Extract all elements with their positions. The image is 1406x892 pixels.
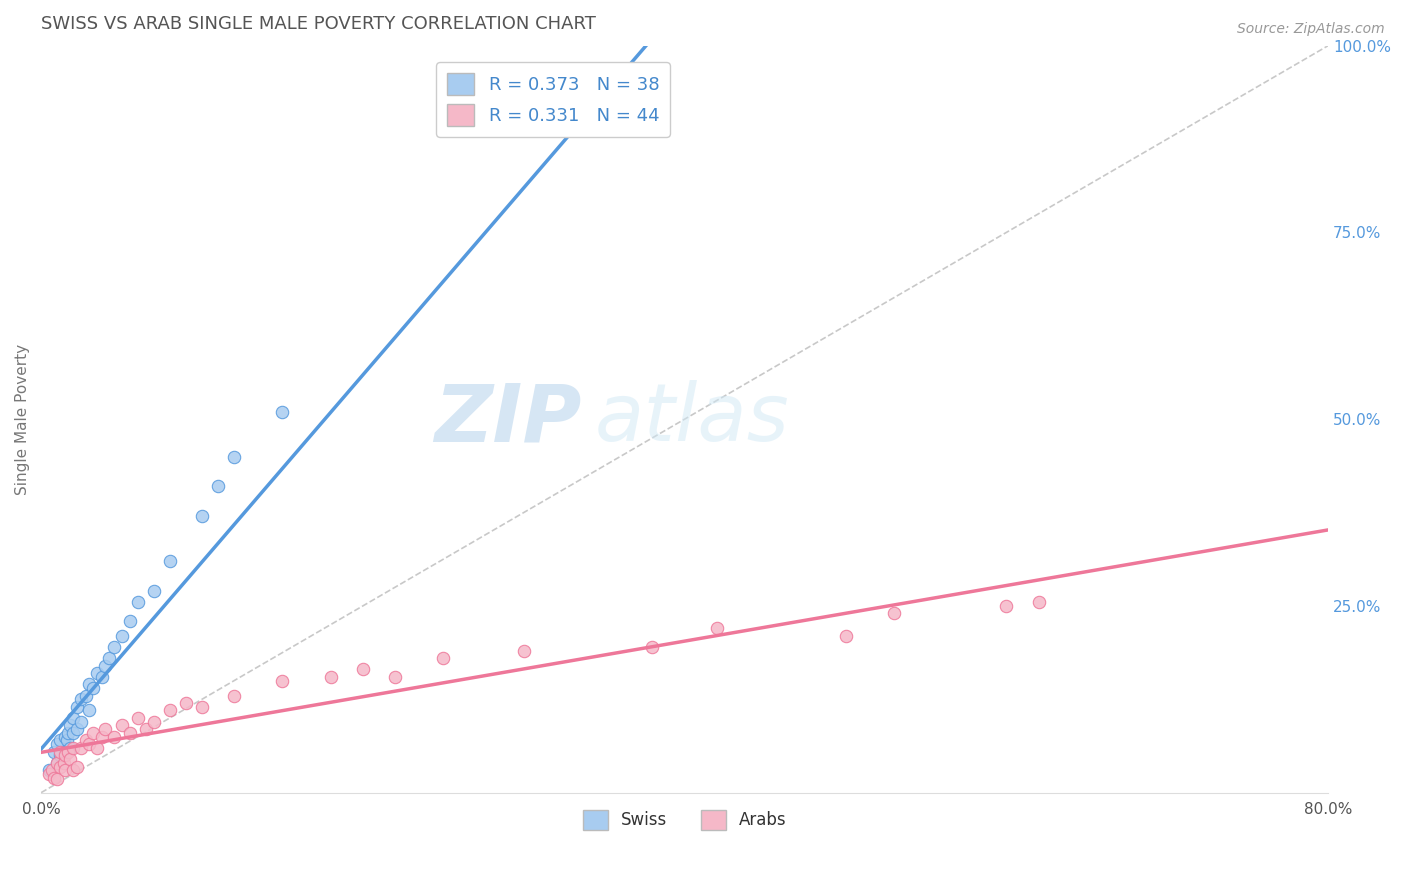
Point — [65, 759, 87, 773]
Point — [70, 714, 93, 729]
Point — [641, 640, 664, 654]
Point — [46, 756, 69, 770]
Point — [62, 764, 84, 778]
Point — [271, 405, 294, 419]
Point — [127, 595, 149, 609]
Text: atlas: atlas — [595, 380, 789, 458]
Point — [91, 730, 114, 744]
Point — [159, 704, 181, 718]
Point — [706, 621, 728, 635]
Point — [79, 677, 101, 691]
Point — [118, 726, 141, 740]
Point — [53, 764, 76, 778]
Point — [135, 722, 157, 736]
Point — [58, 726, 80, 740]
Point — [319, 670, 342, 684]
Point — [82, 726, 104, 740]
Point — [53, 745, 76, 759]
Point — [384, 670, 406, 684]
Point — [75, 733, 97, 747]
Point — [97, 651, 120, 665]
Point — [834, 629, 856, 643]
Point — [58, 745, 80, 759]
Point — [41, 764, 63, 778]
Point — [70, 692, 93, 706]
Point — [432, 651, 454, 665]
Text: ZIP: ZIP — [434, 380, 582, 458]
Point — [38, 764, 60, 778]
Point — [62, 726, 84, 740]
Point — [49, 748, 72, 763]
Legend: Swiss, Arabs: Swiss, Arabs — [576, 803, 793, 837]
Point — [883, 607, 905, 621]
Point — [995, 599, 1018, 613]
Point — [42, 745, 65, 759]
Point — [174, 696, 197, 710]
Point — [59, 718, 82, 732]
Point — [82, 681, 104, 695]
Point — [70, 740, 93, 755]
Y-axis label: Single Male Poverty: Single Male Poverty — [15, 343, 30, 495]
Point — [513, 644, 536, 658]
Point — [62, 711, 84, 725]
Point — [103, 730, 125, 744]
Point — [142, 584, 165, 599]
Point — [56, 733, 79, 747]
Point — [110, 629, 132, 643]
Point — [75, 689, 97, 703]
Point — [94, 722, 117, 736]
Point — [127, 711, 149, 725]
Point — [86, 740, 108, 755]
Point — [49, 745, 72, 759]
Point — [53, 748, 76, 763]
Point — [79, 737, 101, 751]
Point — [62, 740, 84, 755]
Point — [159, 554, 181, 568]
Point — [65, 699, 87, 714]
Point — [86, 666, 108, 681]
Point — [59, 752, 82, 766]
Point — [142, 714, 165, 729]
Point — [46, 737, 69, 751]
Text: SWISS VS ARAB SINGLE MALE POVERTY CORRELATION CHART: SWISS VS ARAB SINGLE MALE POVERTY CORREL… — [41, 15, 596, 33]
Point — [46, 772, 69, 787]
Point — [641, 83, 664, 97]
Point — [641, 69, 664, 83]
Point — [191, 699, 214, 714]
Point — [49, 733, 72, 747]
Point — [49, 759, 72, 773]
Point — [103, 640, 125, 654]
Point — [91, 670, 114, 684]
Point — [46, 756, 69, 770]
Point — [271, 673, 294, 688]
Point — [94, 658, 117, 673]
Point — [191, 509, 214, 524]
Point — [224, 450, 246, 464]
Point — [79, 704, 101, 718]
Point — [118, 614, 141, 628]
Point — [65, 722, 87, 736]
Point — [110, 718, 132, 732]
Point — [38, 767, 60, 781]
Point — [1028, 595, 1050, 609]
Point — [207, 479, 229, 493]
Point — [42, 771, 65, 785]
Point — [224, 689, 246, 703]
Point — [352, 662, 374, 676]
Point — [53, 730, 76, 744]
Text: Source: ZipAtlas.com: Source: ZipAtlas.com — [1237, 22, 1385, 37]
Point — [52, 756, 75, 770]
Point — [59, 740, 82, 755]
